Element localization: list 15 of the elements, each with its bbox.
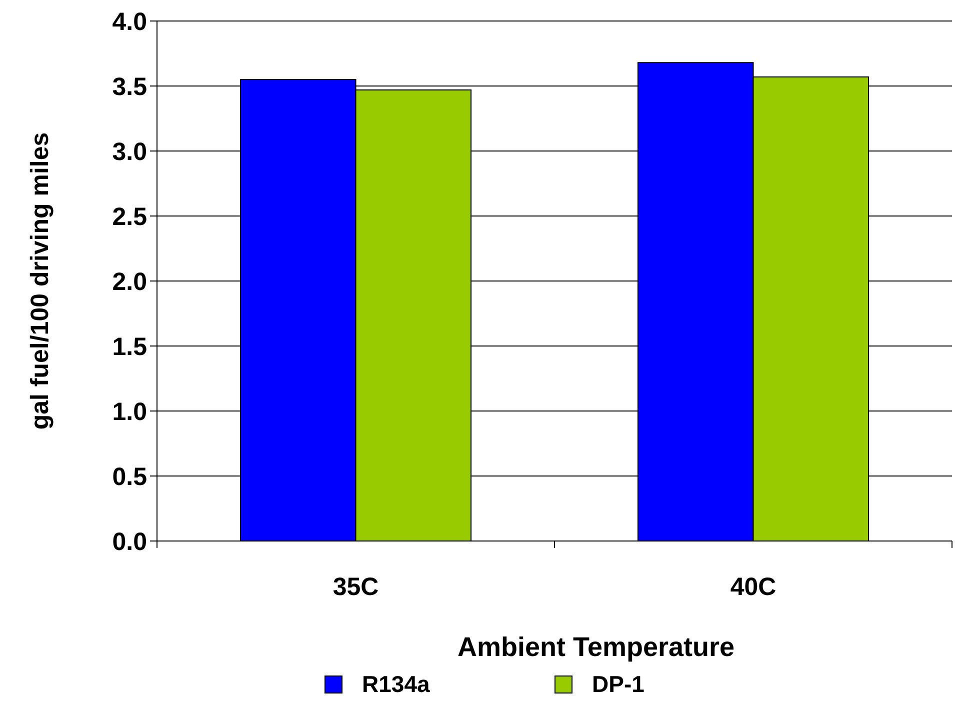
y-tick-label: 3.5 [112, 72, 148, 101]
x-axis-title: Ambient Temperature [457, 632, 735, 662]
y-tick-label: 4.0 [112, 8, 147, 36]
y-axis-title: gal fuel/100 driving miles [26, 132, 54, 430]
legend-label: R134a [362, 671, 430, 697]
y-tick-label: 0.0 [112, 528, 147, 556]
y-tick-label: 1.0 [112, 398, 147, 426]
y-tick-label: 0.5 [112, 462, 148, 491]
y-tick-label: 2.5 [112, 202, 148, 231]
y-tick-label: 3.0 [112, 138, 147, 166]
y-tick-label: 1.5 [112, 332, 148, 361]
x-tick-label: 40C [730, 573, 776, 601]
legend-label: DP-1 [592, 671, 645, 697]
y-tick-label: 2.0 [112, 268, 147, 296]
x-tick-label: 35C [332, 573, 379, 601]
